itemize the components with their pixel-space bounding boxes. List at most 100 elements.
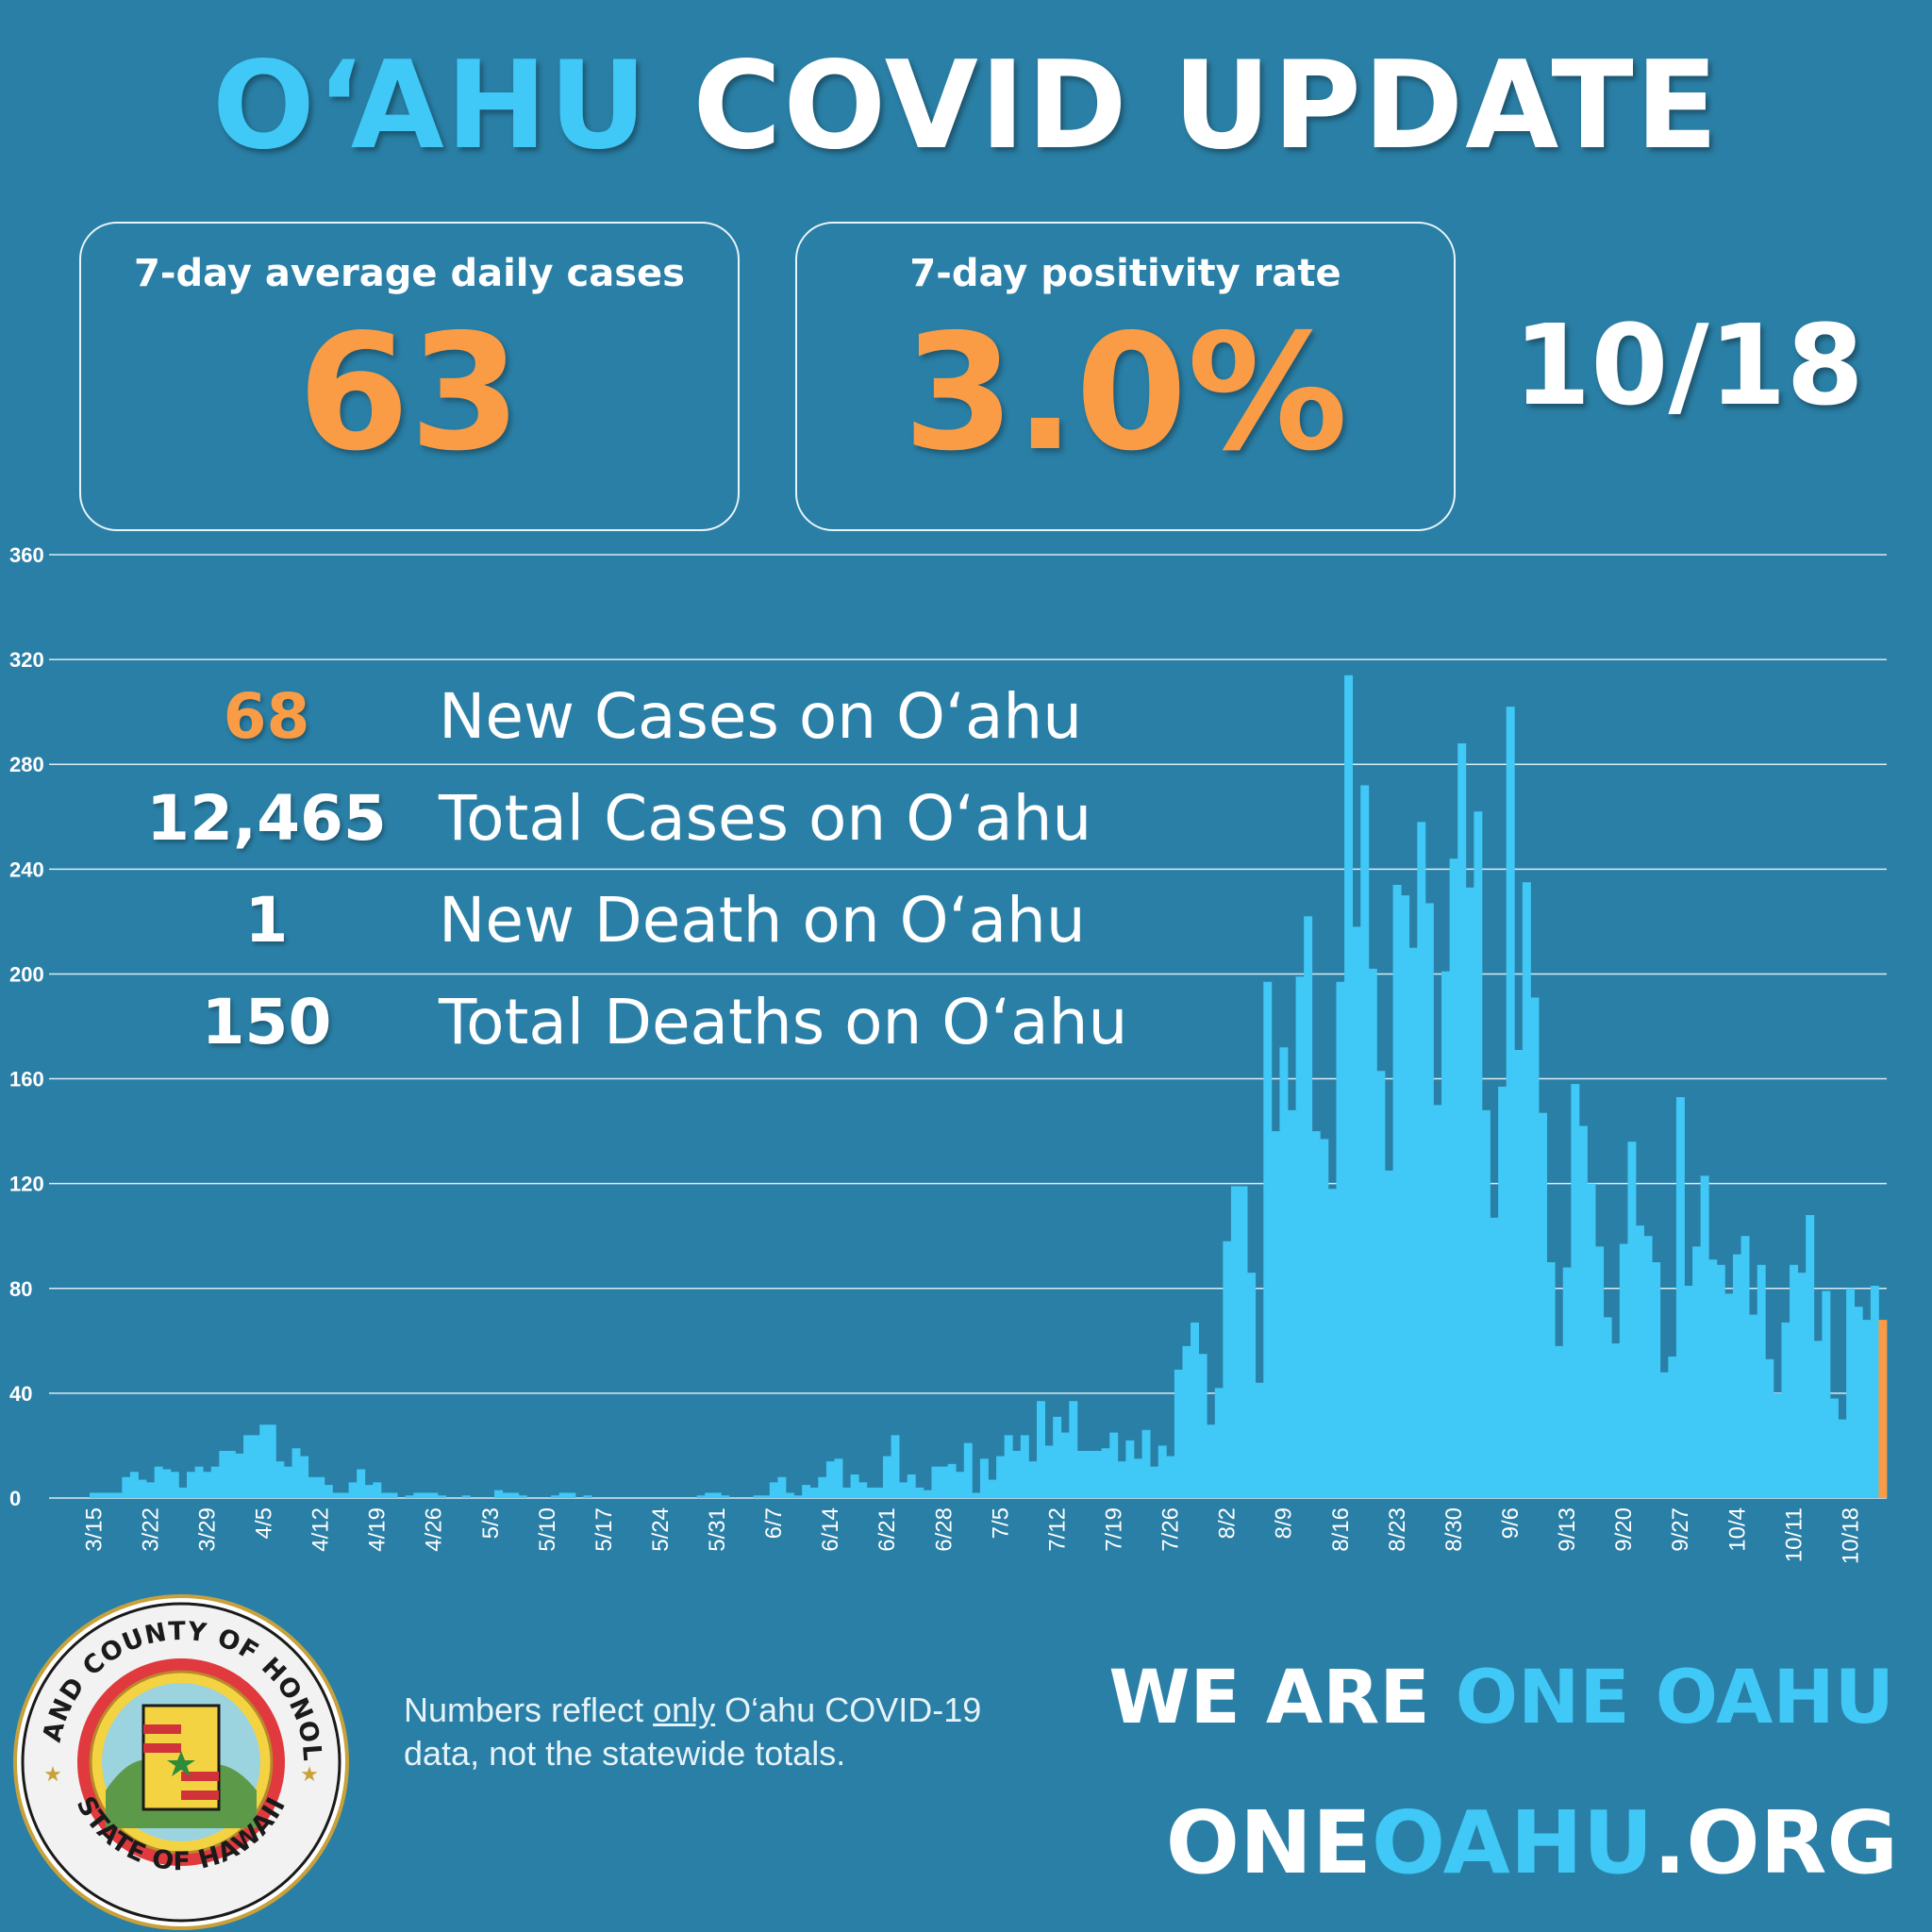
website-part-one: ONE	[1165, 1792, 1372, 1893]
bar	[1182, 1345, 1191, 1498]
bar	[1360, 785, 1370, 1498]
bar	[494, 1490, 504, 1498]
footnote-text-end: O‘ahu COVID-19 data, not the statewide t…	[404, 1690, 982, 1773]
bar	[1109, 1432, 1119, 1498]
y-tick-label: 360	[9, 543, 44, 567]
footnote: Numbers reflect only O‘ahu COVID-19 data…	[404, 1689, 989, 1775]
x-tick-label: 8/2	[1215, 1507, 1241, 1539]
y-tick-label: 240	[9, 858, 44, 881]
bar	[1198, 1354, 1208, 1498]
title-accent: O‘AHU	[211, 36, 649, 176]
bar	[947, 1463, 957, 1498]
bar	[138, 1479, 147, 1498]
website-part-oahu: OAHU	[1371, 1792, 1654, 1893]
bar	[1044, 1445, 1054, 1498]
website-part-org: .ORG	[1653, 1792, 1898, 1893]
x-tick-label: 4/12	[308, 1507, 334, 1552]
bar	[235, 1453, 244, 1498]
footnote-underlined: only	[653, 1690, 716, 1729]
x-tick-label: 4/5	[251, 1507, 276, 1539]
bar	[907, 1474, 916, 1498]
bar	[809, 1487, 819, 1498]
y-tick-label: 280	[9, 753, 44, 776]
y-tick-label: 0	[9, 1487, 21, 1510]
bar	[1214, 1388, 1224, 1498]
bar	[1191, 1322, 1200, 1498]
bar	[283, 1466, 292, 1498]
daily-cases-chart: 0 40 80 120 160 200 240 280 320 360 3/15 3/22 3/29 4/…	[9, 543, 1888, 1564]
bar	[777, 1476, 787, 1498]
bar	[712, 1492, 722, 1498]
bar	[1854, 1307, 1863, 1498]
bar	[1433, 1105, 1442, 1498]
bar	[380, 1492, 390, 1498]
bar	[551, 1495, 560, 1498]
bar	[1158, 1445, 1167, 1498]
bar	[122, 1476, 131, 1498]
website-link[interactable]: ONEOAHU.ORG	[1166, 1792, 1898, 1893]
stat-new-cases: 68 New Cases on O‘ahu	[94, 665, 1127, 767]
bar	[1239, 1186, 1248, 1498]
bar	[899, 1482, 908, 1498]
bar	[1036, 1401, 1045, 1498]
bar	[1465, 887, 1474, 1498]
bar	[761, 1495, 771, 1498]
bar	[1424, 903, 1434, 1498]
bar	[825, 1461, 835, 1498]
bar	[753, 1495, 762, 1498]
bar	[1125, 1440, 1135, 1498]
bar	[558, 1492, 568, 1498]
slogan: WE ARE ONE OAHU	[1108, 1656, 1894, 1740]
bar	[1069, 1401, 1078, 1498]
bar	[1133, 1458, 1142, 1498]
bar	[1093, 1451, 1103, 1498]
x-tick-label: 8/30	[1441, 1507, 1467, 1552]
bar	[1870, 1286, 1879, 1498]
x-tick-label: 5/31	[705, 1507, 730, 1552]
bar	[1474, 811, 1483, 1498]
title-rest: COVID UPDATE	[648, 36, 1721, 176]
bar	[818, 1476, 827, 1498]
bar	[219, 1451, 228, 1498]
y-tick-label: 120	[9, 1173, 44, 1196]
x-tick-label: 5/10	[535, 1507, 560, 1552]
bar	[1255, 1382, 1264, 1498]
bar	[1716, 1264, 1725, 1498]
footnote-text-start: Numbers reflect	[404, 1690, 654, 1729]
bar	[1813, 1341, 1823, 1498]
bar	[1749, 1314, 1758, 1498]
x-tick-label: 8/9	[1272, 1507, 1297, 1539]
bar	[1311, 1131, 1321, 1498]
x-tick-label: 7/19	[1102, 1507, 1127, 1552]
bar	[1506, 707, 1515, 1498]
bar	[1376, 1071, 1386, 1498]
bar	[1611, 1343, 1621, 1498]
bar	[923, 1490, 932, 1498]
bar	[170, 1472, 179, 1498]
summary-stats: 68 New Cases on O‘ahu 12,465 Total Cases…	[94, 665, 1127, 1073]
bar	[1555, 1345, 1564, 1498]
bar	[1522, 882, 1531, 1498]
bar	[1659, 1372, 1669, 1498]
bar	[146, 1482, 156, 1498]
bar	[437, 1495, 446, 1498]
x-tick-label: 9/20	[1611, 1507, 1637, 1552]
x-tick-label: 5/24	[648, 1507, 674, 1552]
bar	[1514, 1050, 1524, 1498]
x-tick-label: 10/11	[1781, 1507, 1807, 1562]
x-tick-label: 6/14	[818, 1507, 843, 1552]
bar	[996, 1456, 1006, 1498]
bar	[1652, 1262, 1661, 1498]
bar	[1708, 1259, 1718, 1498]
y-tick-label: 160	[9, 1068, 44, 1091]
x-tick-label: 3/29	[194, 1507, 220, 1552]
bar	[1562, 1267, 1572, 1498]
y-tick-label: 40	[9, 1382, 32, 1406]
bar	[963, 1442, 973, 1498]
bar	[1740, 1236, 1750, 1498]
x-tick-label: 7/12	[1044, 1507, 1070, 1552]
bar	[1053, 1416, 1062, 1498]
bar	[1724, 1293, 1734, 1498]
bar	[956, 1472, 965, 1498]
bar	[275, 1461, 285, 1498]
